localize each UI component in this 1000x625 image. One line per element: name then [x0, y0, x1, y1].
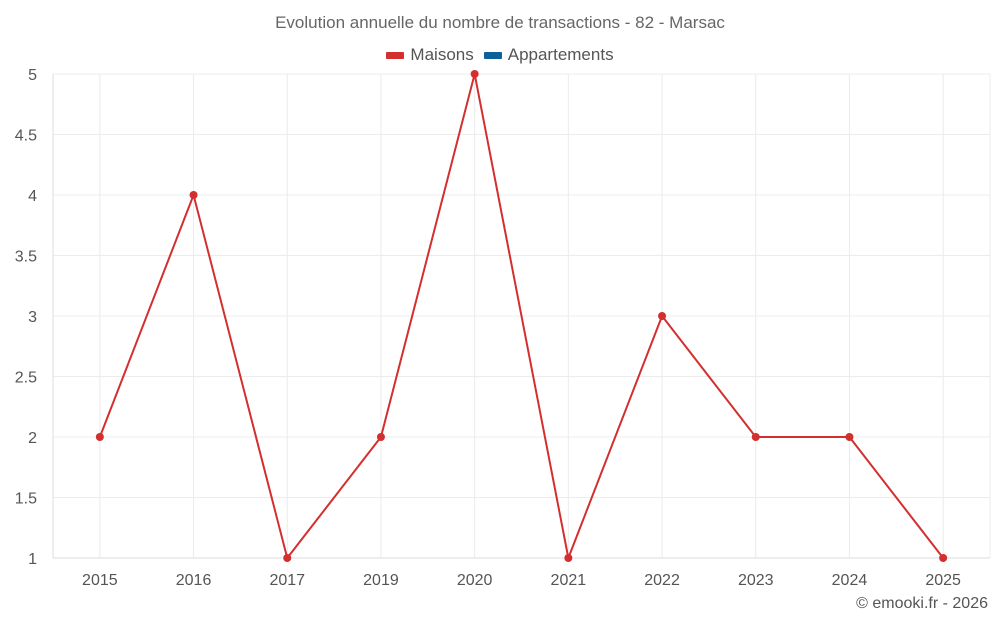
legend-swatch-maisons	[386, 51, 405, 59]
legend-label-appartements: Appartements	[507, 45, 614, 64]
axes	[52, 74, 991, 559]
series-line-maisons	[98, 73, 944, 559]
data-point-maisons	[189, 191, 198, 199]
y-tick-label: 3	[28, 309, 37, 326]
data-point-maisons	[470, 70, 479, 78]
credit-text: © emooki.fr - 2026	[856, 595, 988, 612]
y-tick-label: 1	[28, 551, 37, 568]
legend-swatch-appartements	[483, 51, 502, 59]
x-tick-label: 2020	[457, 572, 493, 589]
data-point-maisons	[95, 433, 104, 441]
x-tick-label: 2015	[82, 572, 118, 589]
chart-title: Evolution annuelle du nombre de transact…	[275, 13, 725, 32]
y-tick-label: 5	[28, 67, 37, 84]
legend-item-appartements[interactable]: Appartements	[483, 45, 614, 65]
x-tick-label: 2023	[738, 572, 774, 589]
x-tick-label: 2024	[832, 572, 868, 589]
data-point-maisons	[283, 554, 292, 562]
x-tick-label: 2022	[644, 572, 680, 589]
x-tick-label: 2017	[269, 572, 305, 589]
legend-label-maisons: Maisons	[410, 45, 474, 64]
data-point-maisons	[939, 554, 948, 562]
x-axis-ticks: 2015 2016 2017 2019 2020 2021 2022 2023 2024 2025	[82, 572, 961, 589]
y-tick-label: 1.5	[15, 491, 37, 508]
y-tick-label: 4.5	[15, 128, 37, 145]
series	[95, 70, 948, 562]
y-tick-label: 2	[28, 430, 37, 447]
legend-item-maisons[interactable]: Maisons	[386, 45, 474, 65]
legend: Maisons Appartements	[0, 45, 1000, 65]
x-tick-label: 2025	[925, 572, 961, 589]
data-point-maisons	[658, 312, 667, 320]
data-point-maisons	[564, 554, 573, 562]
x-tick-label: 2019	[363, 572, 399, 589]
data-point-maisons	[376, 433, 385, 441]
y-axis-ticks: 1 1.5 2 2.5 3 3.5 4 4.5 5	[15, 67, 37, 568]
y-tick-label: 4	[28, 188, 37, 205]
x-tick-label: 2016	[176, 572, 212, 589]
data-point-maisons	[845, 433, 854, 441]
y-tick-label: 2.5	[15, 370, 37, 387]
y-tick-label: 3.5	[15, 249, 37, 266]
x-tick-label: 2021	[551, 572, 587, 589]
data-point-maisons	[751, 433, 760, 441]
